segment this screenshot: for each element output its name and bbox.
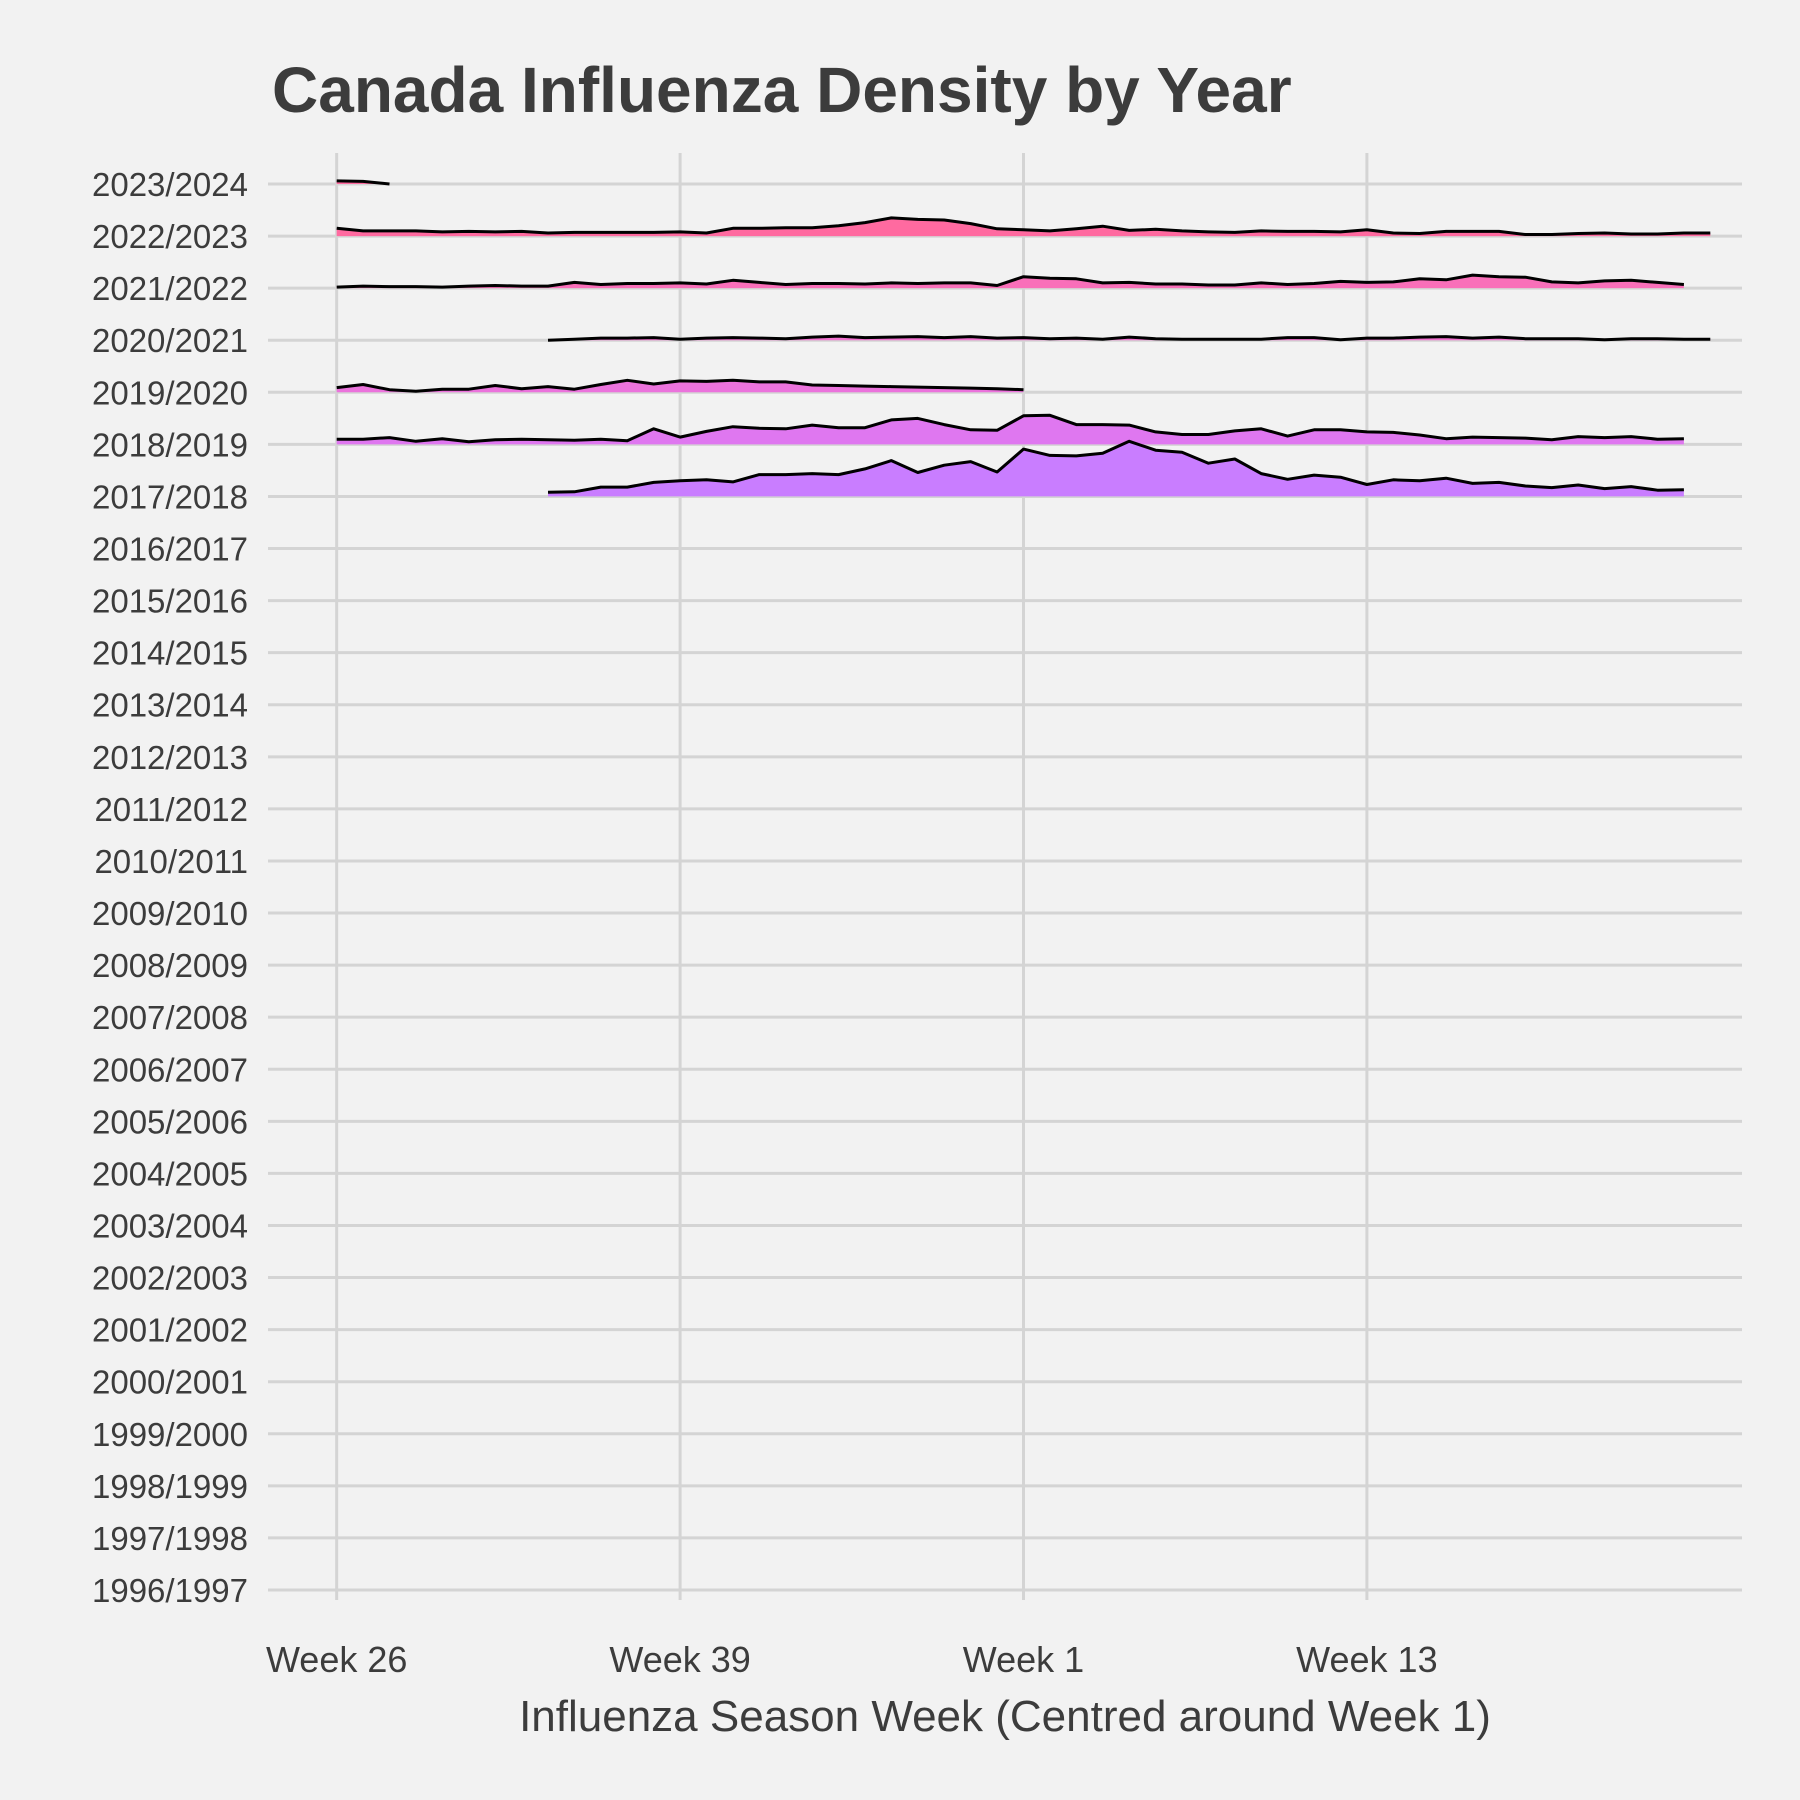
- ridge-area: [548, 441, 1684, 497]
- x-tick-label: Week 26: [266, 1639, 407, 1680]
- chart-title: Canada Influenza Density by Year: [272, 54, 1292, 126]
- ridges: [336, 179, 1711, 497]
- ridge-2021-2022: [336, 273, 1685, 289]
- ridge-line: [336, 413, 1684, 444]
- ridge-line: [336, 216, 1711, 236]
- y-tick-label: 2004/2005: [92, 1155, 248, 1192]
- y-tick-label: 2008/2009: [92, 947, 248, 984]
- x-tick-labels: Week 26 Week 39 Week 1 Week 13: [266, 1639, 1438, 1680]
- ridge-line: [336, 273, 1685, 289]
- ridge-area: [336, 415, 1684, 445]
- ridge-2022-2023: [336, 216, 1711, 237]
- y-tick-label: 2020/2021: [92, 322, 248, 359]
- y-tick-label: 2010/2011: [94, 843, 248, 880]
- y-tick-label: 2006/2007: [92, 1051, 248, 1088]
- ridge-line: [547, 439, 1684, 494]
- ridge-2019-2020: [336, 378, 1024, 393]
- y-tick-label: 2003/2004: [92, 1207, 248, 1244]
- ridge-line: [336, 179, 390, 186]
- y-tick-label: 2009/2010: [92, 895, 248, 932]
- ridge-area: [336, 380, 1024, 393]
- horizontal-gridlines: [268, 182, 1742, 1592]
- y-tick-label: 2018/2019: [92, 426, 248, 463]
- y-tick-label: 2000/2001: [92, 1364, 248, 1401]
- y-tick-label: 2023/2024: [92, 166, 248, 203]
- y-tick-label: 1997/1998: [92, 1520, 248, 1557]
- ridge-area: [336, 217, 1711, 237]
- y-tick-label: 2001/2002: [92, 1312, 248, 1349]
- y-tick-label: 2015/2016: [92, 583, 248, 620]
- ridge-2020-2021: [547, 334, 1711, 342]
- y-tick-label: 2019/2020: [92, 374, 248, 411]
- y-tick-label: 2011/2012: [94, 791, 248, 828]
- y-tick-label: 1996/1997: [92, 1572, 248, 1609]
- y-tick-labels: 1996/1997 1997/1998 1998/1999 1999/2000 2000…: [92, 166, 248, 1609]
- y-tick-label: 2002/2003: [92, 1260, 248, 1297]
- y-tick-label: 1998/1999: [92, 1468, 248, 1505]
- x-tick-label: Week 13: [1296, 1639, 1437, 1680]
- x-axis-label: Influenza Season Week (Centred around We…: [519, 1692, 1491, 1741]
- x-tick-label: Week 39: [609, 1639, 750, 1680]
- ridge-2018-2019: [336, 413, 1684, 445]
- y-tick-label: 2021/2022: [92, 270, 248, 307]
- y-tick-label: 2016/2017: [92, 531, 248, 568]
- ridge-2023-2024: [336, 179, 390, 186]
- y-tick-label: 2022/2023: [92, 218, 248, 255]
- ridge-line: [336, 378, 1024, 393]
- y-tick-label: 2005/2006: [92, 1103, 248, 1140]
- y-tick-label: 2017/2018: [92, 478, 248, 515]
- ridge-line: [547, 334, 1711, 342]
- vertical-gridlines: [335, 153, 1369, 1600]
- ridge-2017-2018: [547, 439, 1684, 497]
- y-tick-label: 2013/2014: [92, 687, 248, 724]
- y-tick-label: 1999/2000: [92, 1416, 248, 1453]
- y-tick-label: 2014/2015: [92, 635, 248, 672]
- x-tick-label: Week 1: [963, 1639, 1084, 1680]
- y-tick-label: 2012/2013: [92, 739, 248, 776]
- y-tick-label: 2007/2008: [92, 999, 248, 1036]
